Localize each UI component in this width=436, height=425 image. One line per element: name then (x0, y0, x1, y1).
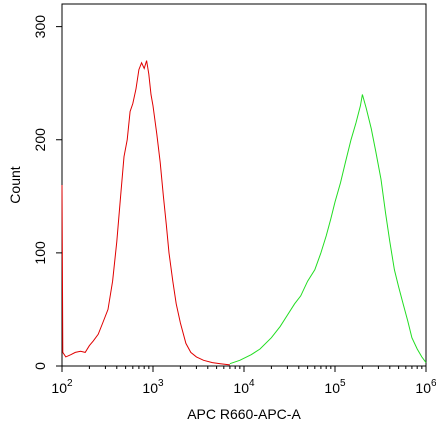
x-tick-label: 104 (233, 378, 255, 396)
x-tick-label: 103 (142, 378, 164, 396)
y-tick-label: 100 (32, 241, 48, 265)
plot-frame (61, 3, 427, 367)
x-axis-label: APC R660-APC-A (187, 406, 301, 422)
x-tick-label: 102 (51, 378, 73, 396)
series-layer (61, 60, 427, 366)
y-tick-label: 300 (32, 15, 48, 39)
x-tick-label: 106 (415, 378, 436, 396)
y-tick-label: 200 (32, 128, 48, 152)
x-tick-layer: 102 103 104 105 106 (51, 366, 436, 396)
x-tick-label: 105 (324, 378, 346, 396)
series-line-2 (229, 94, 427, 365)
y-tick-layer: 0 100 200 300 (32, 15, 62, 370)
series-line-1 (61, 60, 230, 366)
y-tick-label: 0 (32, 362, 48, 370)
y-axis-label: Count (7, 166, 23, 203)
